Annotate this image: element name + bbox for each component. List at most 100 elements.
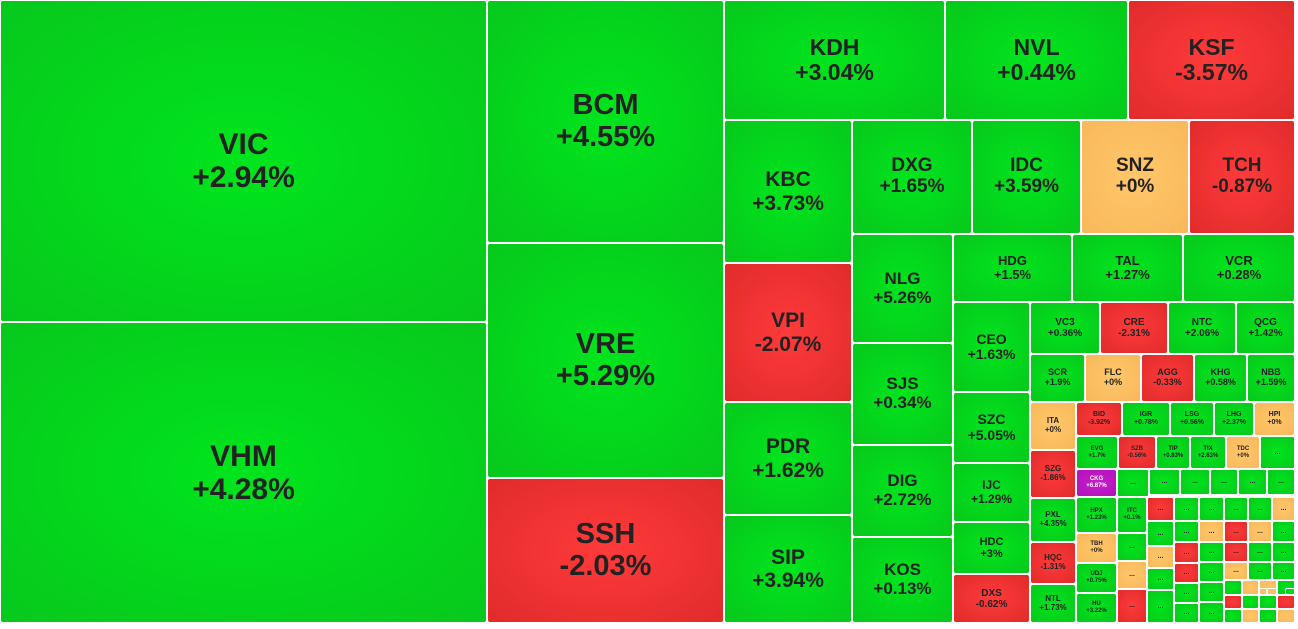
small-tile[interactable]: ... — [1117, 561, 1147, 589]
tile-vcr[interactable]: VCR +0.28% — [1183, 234, 1295, 302]
small-tile[interactable]: ... — [1117, 469, 1149, 497]
small-tile[interactable]: ... — [1259, 588, 1267, 595]
tile-udj[interactable]: UDJ +0.75% — [1076, 563, 1117, 593]
tile-sjs[interactable]: SJS +0.34% — [852, 343, 953, 445]
small-tile[interactable]: ... — [1147, 546, 1174, 568]
tile-dxs[interactable]: DXS -0.62% — [953, 574, 1030, 623]
small-tile[interactable]: ... — [1259, 609, 1277, 623]
small-tile[interactable]: ... — [1238, 469, 1267, 495]
tile-vic[interactable]: VIC +2.94% — [0, 0, 487, 322]
small-tile[interactable]: ... — [1147, 521, 1174, 546]
small-tile[interactable]: ... — [1199, 602, 1224, 623]
small-tile[interactable]: ... — [1224, 595, 1242, 609]
tile-dig[interactable]: DIG +2.72% — [852, 445, 953, 537]
small-tile[interactable]: ... — [1199, 497, 1224, 521]
tile-khg[interactable]: KHG +0.58% — [1194, 354, 1247, 402]
tile-bcm[interactable]: BCM +4.55% — [487, 0, 724, 243]
small-tile[interactable]: ... — [1224, 521, 1248, 542]
tile-ksf[interactable]: KSF -3.57% — [1128, 0, 1295, 120]
tile-vc3[interactable]: VC3 +0.36% — [1030, 302, 1100, 354]
small-tile[interactable]: ... — [1117, 589, 1147, 623]
tile-nvl[interactable]: NVL +0.44% — [945, 0, 1128, 120]
tile-hu[interactable]: HU +3.22% — [1076, 593, 1117, 623]
tile-igr[interactable]: IGR +0.78% — [1122, 402, 1170, 436]
tile-tch[interactable]: TCH -0.87% — [1189, 120, 1295, 234]
small-tile[interactable]: ... — [1277, 609, 1295, 623]
small-tile[interactable]: ... — [1174, 497, 1199, 521]
tile-kbc[interactable]: KBC +3.73% — [724, 120, 852, 263]
tile-hdg[interactable]: HDG +1.5% — [953, 234, 1072, 302]
small-tile[interactable]: ... — [1174, 542, 1199, 563]
small-tile[interactable]: ... — [1248, 542, 1272, 562]
tile-vhm[interactable]: VHM +4.28% — [0, 322, 487, 623]
tile-nbb[interactable]: NBB +1.59% — [1247, 354, 1295, 402]
small-tile[interactable]: ... — [1259, 595, 1277, 609]
tile-dxg[interactable]: DXG +1.65% — [852, 120, 972, 234]
tile-ita[interactable]: ITA +0% — [1030, 402, 1076, 450]
small-tile[interactable]: ... — [1147, 590, 1174, 623]
tile-cre[interactable]: CRE -2.31% — [1100, 302, 1168, 354]
small-tile[interactable]: ... — [1260, 436, 1295, 469]
small-tile[interactable]: ... — [1224, 609, 1242, 623]
tile-vpi[interactable]: VPI -2.07% — [724, 263, 852, 402]
tile-snz[interactable]: SNZ +0% — [1081, 120, 1189, 234]
small-tile[interactable]: ... — [1224, 542, 1248, 562]
tile-evg[interactable]: EVG +1.7% — [1076, 436, 1118, 469]
small-tile[interactable]: ... — [1272, 542, 1295, 562]
tile-ckg[interactable]: CKG +6.87% — [1076, 469, 1117, 497]
tile-hdc[interactable]: HDC +3% — [953, 522, 1030, 574]
tile-ntl[interactable]: NTL +1.73% — [1030, 584, 1076, 623]
tile-flc[interactable]: FLC +0% — [1085, 354, 1141, 402]
tile-sip[interactable]: SIP +3.94% — [724, 515, 852, 623]
tile-qcg[interactable]: QCG +1.42% — [1236, 302, 1295, 354]
small-tile[interactable]: ... — [1285, 588, 1295, 595]
tile-bid[interactable]: BID -3.92% — [1076, 402, 1122, 436]
small-tile[interactable]: ... — [1224, 497, 1248, 521]
small-tile[interactable]: ... — [1199, 542, 1224, 562]
tile-scr[interactable]: SCR +1.9% — [1030, 354, 1085, 402]
small-tile[interactable]: ... — [1267, 588, 1277, 595]
tile-agg[interactable]: AGG -0.33% — [1141, 354, 1194, 402]
tile-hqc[interactable]: HQC -1.31% — [1030, 542, 1076, 584]
small-tile[interactable]: ... — [1147, 568, 1174, 590]
small-tile[interactable]: ... — [1199, 582, 1224, 602]
small-tile[interactable]: ... — [1117, 533, 1147, 561]
tile-szb[interactable]: SZB -0.56% — [1118, 436, 1156, 469]
small-tile[interactable]: ... — [1199, 562, 1224, 582]
tile-hpx[interactable]: HPX +1.23% — [1076, 497, 1117, 533]
tile-tbh[interactable]: TBH +0% — [1076, 533, 1117, 563]
small-tile[interactable]: ... — [1224, 562, 1248, 580]
small-tile[interactable]: ... — [1174, 563, 1199, 583]
small-tile[interactable]: ... — [1210, 469, 1238, 495]
small-tile[interactable]: ... — [1248, 521, 1272, 542]
small-tile[interactable]: ... — [1199, 521, 1224, 542]
tile-itc[interactable]: ITC +0.1% — [1117, 497, 1147, 533]
tile-tal[interactable]: TAL +1.27% — [1072, 234, 1183, 302]
small-tile[interactable]: ... — [1272, 521, 1295, 542]
small-tile[interactable]: ... — [1272, 497, 1295, 521]
small-tile[interactable]: ... — [1174, 603, 1199, 623]
small-tile[interactable]: ... — [1180, 469, 1210, 495]
tile-pxl[interactable]: PXL +4.35% — [1030, 498, 1076, 542]
small-tile[interactable]: ... — [1277, 595, 1295, 609]
small-tile[interactable]: ... — [1174, 583, 1199, 603]
tile-hpi[interactable]: HPI +0% — [1254, 402, 1295, 436]
tile-ceo[interactable]: CEO +1.63% — [953, 302, 1030, 392]
tile-szg[interactable]: SZG -1.86% — [1030, 450, 1076, 498]
tile-kdh[interactable]: KDH +3.04% — [724, 0, 945, 120]
small-tile[interactable]: ... — [1242, 580, 1259, 595]
small-tile[interactable]: ... — [1267, 469, 1295, 495]
tile-lsg[interactable]: LSG +0.56% — [1170, 402, 1214, 436]
tile-ntc[interactable]: NTC +2.06% — [1168, 302, 1236, 354]
tile-idc[interactable]: IDC +3.59% — [972, 120, 1081, 234]
tile-kos[interactable]: KOS +0.13% — [852, 537, 953, 623]
small-tile[interactable]: ... — [1272, 562, 1295, 580]
small-tile[interactable]: ... — [1149, 469, 1180, 495]
small-tile[interactable]: ... — [1248, 562, 1272, 580]
tile-tix[interactable]: TIX +2.63% — [1190, 436, 1226, 469]
tile-ssh[interactable]: SSH -2.03% — [487, 478, 724, 623]
small-tile[interactable]: ... — [1248, 497, 1272, 521]
tile-nlg[interactable]: NLG +5.26% — [852, 234, 953, 343]
tile-pdr[interactable]: PDR +1.62% — [724, 402, 852, 515]
tile-tip[interactable]: TIP +0.83% — [1156, 436, 1190, 469]
